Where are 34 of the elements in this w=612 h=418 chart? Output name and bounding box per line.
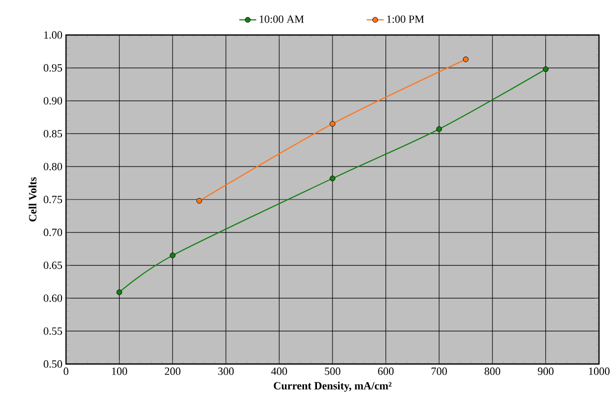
x-tick-label: 700 [432,368,447,375]
x-tick-label: 1000 [589,368,610,375]
point [542,66,549,72]
point [330,120,336,127]
x-tick-label: 300 [218,368,234,375]
y-tick-label: 0.50 [44,360,62,368]
x-axis-title: Current Density, mA/cm² [274,382,392,392]
x-tick-label: 0 [64,368,68,375]
x-tick-label: 200 [164,368,180,375]
x-tick-label: 900 [538,368,554,375]
point [436,126,442,132]
legend-label: 1:00 PM [387,15,424,23]
y-tick-label: 1.00 [44,31,62,39]
point [330,176,336,182]
y-axis-title: Cell Volts [28,177,36,222]
y-tick-label: 0.60 [44,294,62,302]
legend-label: 10:00 AM [260,15,304,23]
y-tick-label: 0.75 [44,196,62,204]
x-tick-label: 600 [378,368,394,375]
point [462,56,469,62]
x-tick-label: 800 [484,368,500,375]
y-tick-label: 0.80 [44,162,62,170]
point [116,289,122,296]
point [196,198,202,204]
y-tick-label: 0.95 [44,64,62,72]
y-tick-label: 0.85 [44,130,62,138]
y-tick-label: 0.90 [44,97,62,105]
y-tick-label: 0.55 [44,327,62,335]
y-tick-label: 0.65 [44,262,62,270]
point [170,252,176,258]
x-tick-label: 500 [324,368,340,375]
x-tick-label: 100 [112,368,128,375]
y-tick-label: 0.70 [44,228,62,236]
x-tick-label: 400 [271,368,288,375]
